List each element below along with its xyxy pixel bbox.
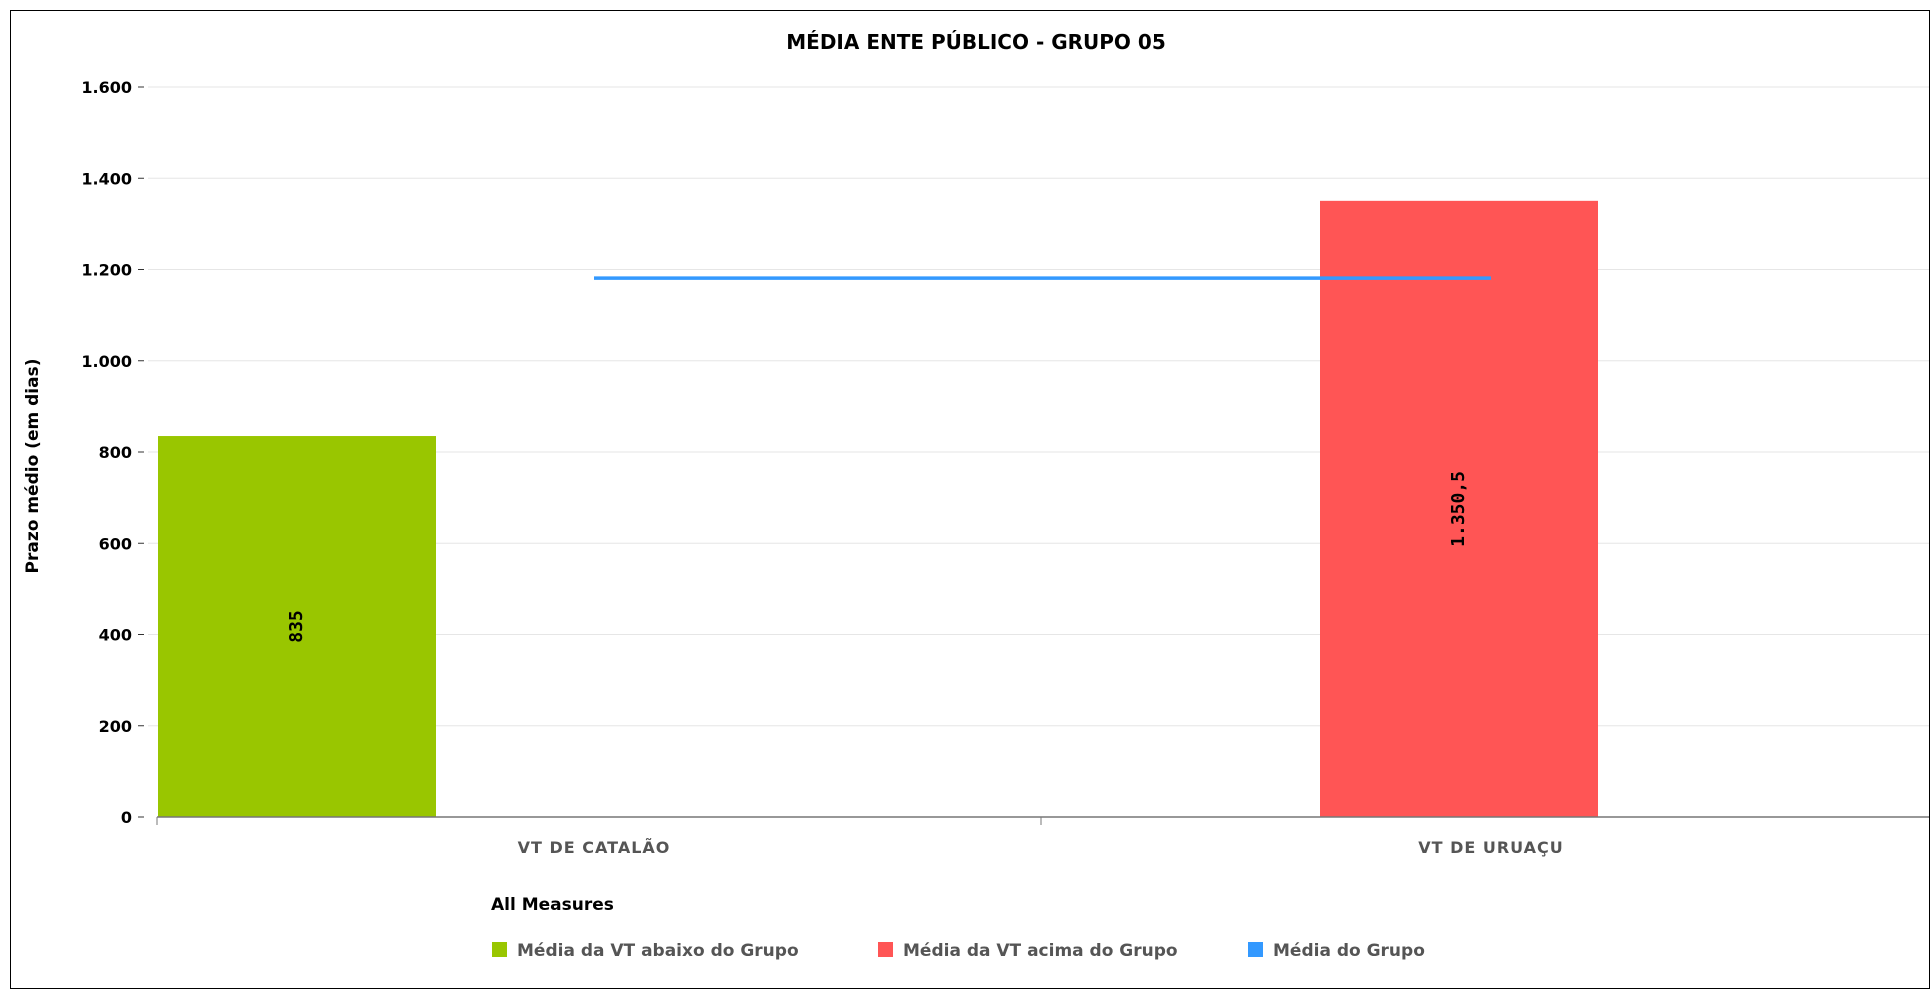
bar-chart: MÉDIA ENTE PÚBLICO - GRUPO 05 835 1.350,5… xyxy=(23,30,1929,961)
y-tick-label: 1.400 xyxy=(81,169,132,188)
legend-title: All Measures xyxy=(491,895,614,915)
legend-entry: Média da VT acima do Grupo xyxy=(903,941,1178,961)
y-axis-label: Prazo médio (em dias) xyxy=(23,359,43,574)
data-label: 1.350,5 xyxy=(1448,471,1469,547)
y-tick-label: 600 xyxy=(99,534,132,553)
legend-swatch xyxy=(492,942,507,957)
y-tick-label: 1.600 xyxy=(81,78,132,97)
x-tick-label: VT DE CATALÃO xyxy=(518,838,671,857)
legend: All Measures Média da VT abaixo do Grupo… xyxy=(491,895,1425,961)
bar xyxy=(158,436,436,817)
legend-swatch xyxy=(1248,942,1263,957)
y-tick-label: 0 xyxy=(121,808,132,827)
legend-swatch xyxy=(878,942,893,957)
legend-entry: Média do Grupo xyxy=(1273,941,1425,961)
bar xyxy=(1320,200,1598,818)
axes: 0 200 400 600 800 1.000 1.200 1.400 1.600 VT DE C… xyxy=(81,78,1929,857)
y-tick-label: 400 xyxy=(99,626,132,645)
y-tick-label: 1.000 xyxy=(81,352,132,371)
chart-title: MÉDIA ENTE PÚBLICO - GRUPO 05 xyxy=(786,30,1165,54)
chart-frame: MÉDIA ENTE PÚBLICO - GRUPO 05 835 1.350,5… xyxy=(10,10,1930,989)
bars: 835 1.350,5 xyxy=(158,200,1598,818)
data-label: 835 xyxy=(286,610,307,643)
y-tick-label: 200 xyxy=(99,717,132,736)
y-tick-label: 1.200 xyxy=(81,261,132,280)
x-tick-label: VT DE URUAÇU xyxy=(1418,838,1564,857)
y-tick-label: 800 xyxy=(99,443,132,462)
gridlines xyxy=(148,86,1929,727)
legend-entry: Média da VT abaixo do Grupo xyxy=(517,941,799,961)
